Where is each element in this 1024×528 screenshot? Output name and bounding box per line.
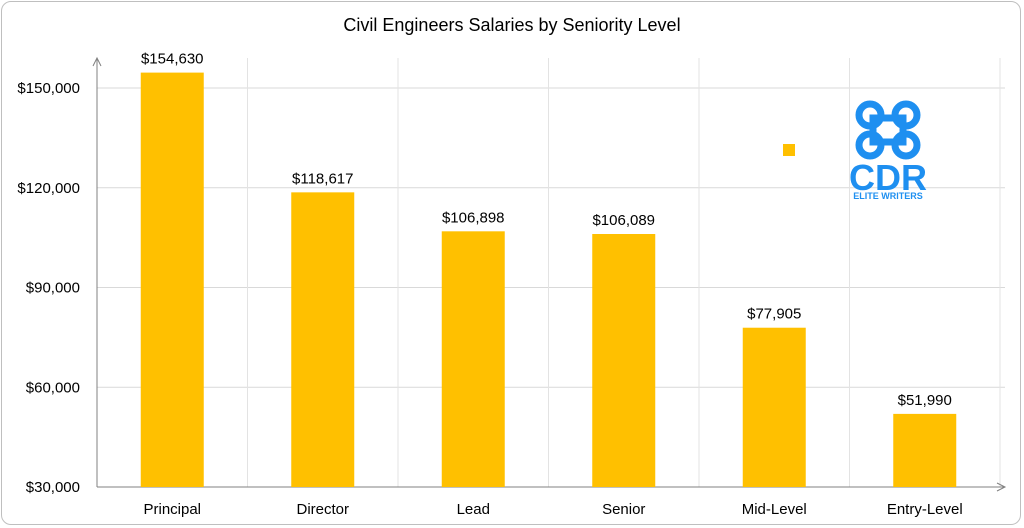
x-tick-label: Lead bbox=[457, 501, 490, 518]
bar-entry-level bbox=[893, 413, 957, 487]
x-tick-label: Senior bbox=[602, 501, 645, 518]
y-tick-labels: $30,000 $60,000 $90,000 $120,000 $150,000 bbox=[17, 80, 80, 496]
data-label: $77,905 bbox=[747, 306, 801, 323]
command-key-icon bbox=[855, 100, 921, 160]
bar-principal bbox=[140, 72, 204, 487]
gridlines bbox=[97, 58, 1005, 487]
y-tick-label: $90,000 bbox=[26, 280, 80, 297]
data-label: $118,617 bbox=[292, 170, 353, 187]
x-tick-labels: Principal Director Lead Senior Mid-Level Entr… bbox=[143, 501, 962, 518]
x-tick-label: Director bbox=[296, 501, 349, 518]
y-tick-label: $120,000 bbox=[17, 180, 80, 197]
data-label: $106,089 bbox=[592, 212, 655, 229]
x-axis-arrow bbox=[996, 482, 1007, 492]
bars bbox=[140, 72, 957, 487]
axes bbox=[92, 56, 1007, 492]
y-tick-label: $150,000 bbox=[17, 80, 80, 97]
bar-senior bbox=[592, 234, 656, 487]
x-tick-label: Entry-Level bbox=[887, 501, 963, 518]
bar-director bbox=[291, 192, 355, 487]
x-tick-label: Principal bbox=[143, 501, 201, 518]
data-label: $51,990 bbox=[898, 392, 952, 409]
cdr-logo: CDR ELITE WRITERS bbox=[849, 100, 927, 201]
x-tick-label: Mid-Level bbox=[742, 501, 807, 518]
logo-name: CDR bbox=[849, 157, 927, 198]
y-axis-arrow bbox=[92, 56, 102, 67]
y-tick-label: $30,000 bbox=[26, 479, 80, 496]
data-labels: $154,630 $118,617 $106,898 $106,089 $77,905 $… bbox=[141, 51, 952, 409]
y-tick-label: $60,000 bbox=[26, 379, 80, 396]
logo-tagline: ELITE WRITERS bbox=[853, 191, 923, 201]
legend-swatch bbox=[783, 144, 795, 156]
data-label: $154,630 bbox=[141, 51, 204, 68]
bar-mid-level bbox=[742, 327, 806, 487]
bar-lead bbox=[441, 231, 505, 487]
chart-title: Civil Engineers Salaries by Seniority Le… bbox=[343, 15, 680, 35]
data-label: $106,898 bbox=[442, 209, 505, 226]
